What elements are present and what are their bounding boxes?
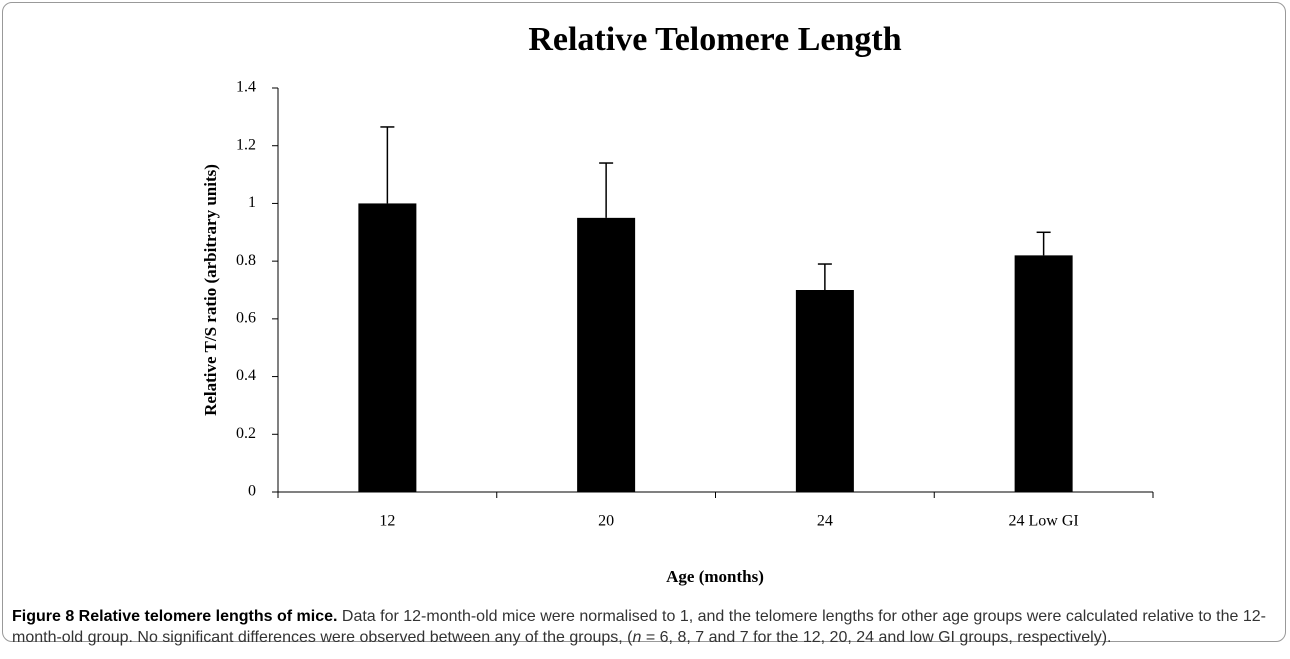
bar xyxy=(358,203,417,492)
y-tick-label: 0.6 xyxy=(236,310,256,327)
y-tick-label: 0.2 xyxy=(236,425,256,442)
figure-frame xyxy=(2,2,1286,642)
bar xyxy=(577,217,636,492)
caption-text: Data for 12-month-old mice were normalis… xyxy=(12,608,1266,646)
caption-text-end: = 6, 8, 7 and 7 for the 12, 20, 24 and l… xyxy=(641,629,1112,646)
x-tick-label: 24 Low GI xyxy=(1009,513,1079,530)
caption-label: Figure 8 Relative telomere lengths of mi… xyxy=(12,608,338,625)
caption: Figure 8 Relative telomere lengths of mi… xyxy=(12,606,1278,648)
chart-title: Relative Telomere Length xyxy=(528,21,901,58)
x-tick-label: 24 xyxy=(817,513,833,530)
bar xyxy=(1014,255,1073,492)
y-tick-label: 0.8 xyxy=(236,252,256,269)
bar xyxy=(795,290,854,492)
chart: Relative Telomere Length Relative T/S ra… xyxy=(201,21,1154,586)
y-tick-label: 0 xyxy=(248,483,256,500)
y-tick-label: 1 xyxy=(248,194,256,211)
y-tick-label: 1.2 xyxy=(236,136,256,153)
y-tick-label: 0.4 xyxy=(236,367,256,384)
y-axis-label: Relative T/S ratio (arbitrary units) xyxy=(201,164,220,416)
x-axis-label: Age (months) xyxy=(666,567,764,586)
x-tick-label: 20 xyxy=(598,513,614,530)
x-tick-label: 12 xyxy=(379,513,395,530)
caption-italic: n xyxy=(632,629,642,646)
y-tick-label: 1.4 xyxy=(236,79,256,96)
